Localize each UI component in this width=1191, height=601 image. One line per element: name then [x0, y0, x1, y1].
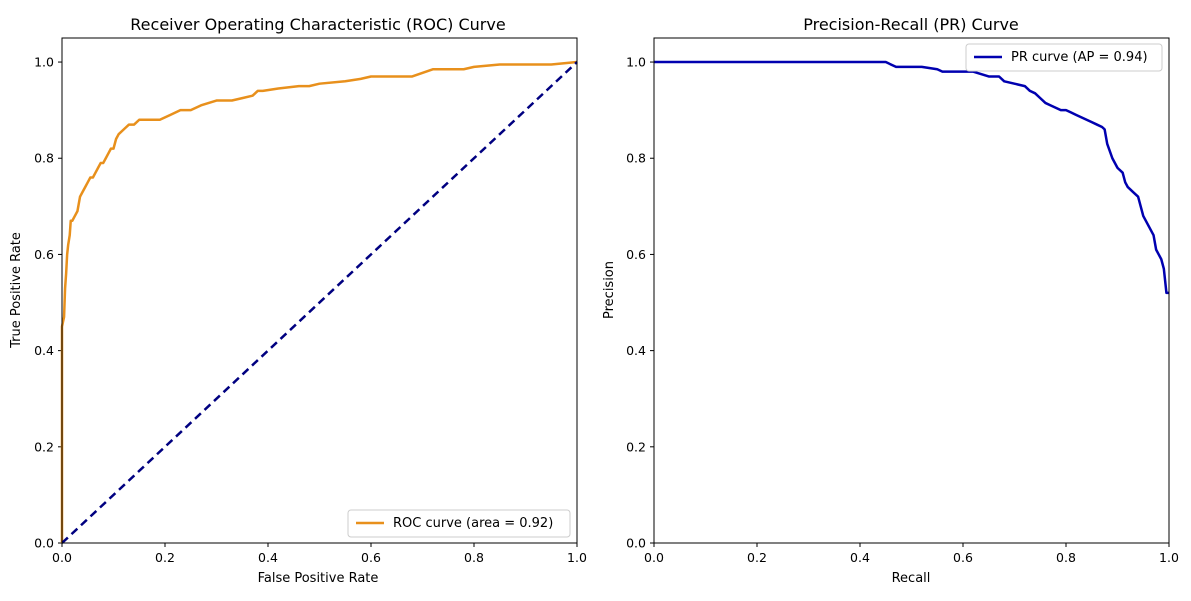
pr-y-tick-label: 0.2 — [626, 439, 646, 454]
roc-ticks: 0.0 0.2 0.4 0.6 0.8 1.0 0.0 0.2 0.4 0.6 0.8 1.0 — [34, 55, 587, 565]
pr-chart-title: Precision-Recall (PR) Curve — [803, 15, 1019, 34]
pr-legend: PR curve (AP = 0.94) — [965, 43, 1163, 72]
roc-plot-frame — [61, 37, 578, 544]
pr-legend-label: PR curve (AP = 0.94) — [1011, 50, 1148, 65]
roc-series-0-line — [60, 60, 578, 543]
roc-y-tick-label: 0.4 — [34, 343, 54, 358]
pr-y-axis-label: Precision — [602, 261, 617, 319]
roc-y-tick-label: 0.6 — [34, 247, 54, 262]
roc-legend-label: ROC curve (area = 0.92) — [393, 516, 553, 531]
roc-x-tick-label: 1.0 — [567, 550, 587, 565]
roc-y-tick-label: 0.8 — [34, 151, 54, 166]
roc-x-tick-label: 0.8 — [464, 550, 484, 565]
roc-x-tick-label: 0.2 — [155, 550, 175, 565]
roc-legend: ROC curve (area = 0.92) — [347, 509, 571, 538]
pr-x-tick-label: 1.0 — [1159, 550, 1179, 565]
pr-y-tick-label: 0.6 — [626, 247, 646, 262]
roc-lines — [60, 60, 578, 544]
pr-y-tick-label: 0.4 — [626, 343, 646, 358]
roc-series-1-line — [61, 61, 578, 544]
pr-lines — [654, 60, 1169, 295]
roc-chart: Receiver Operating Characteristic (ROC) … — [9, 15, 587, 586]
pr-x-tick-label: 0.6 — [953, 550, 973, 565]
pr-chart: Precision-Recall (PR) Curve Recall Preci… — [602, 15, 1179, 586]
pr-x-axis-label: Recall — [892, 571, 931, 586]
roc-y-tick-label: 1.0 — [34, 55, 54, 70]
roc-y-axis-label: True Positive Rate — [9, 232, 24, 349]
pr-ticks: 0.0 0.2 0.4 0.6 0.8 1.0 0.0 0.2 0.4 0.6 0.8 1.0 — [626, 55, 1179, 565]
pr-x-tick-label: 0.0 — [644, 550, 664, 565]
pr-y-tick-label: 1.0 — [626, 55, 646, 70]
roc-x-tick-label: 0.6 — [361, 550, 381, 565]
roc-x-tick-label: 0.0 — [52, 550, 72, 565]
roc-x-tick-label: 0.4 — [258, 550, 278, 565]
pr-x-tick-label: 0.4 — [850, 550, 870, 565]
roc-y-tick-label: 0.0 — [34, 536, 54, 551]
pr-x-tick-label: 0.8 — [1056, 550, 1076, 565]
roc-x-axis-label: False Positive Rate — [258, 571, 379, 586]
roc-chart-title: Receiver Operating Characteristic (ROC) … — [130, 15, 505, 34]
pr-series-0-line — [654, 60, 1169, 295]
pr-legend-box — [965, 43, 1163, 72]
pr-x-tick-label: 0.2 — [747, 550, 767, 565]
roc-legend-box — [347, 509, 571, 538]
pr-y-tick-label: 0.8 — [626, 151, 646, 166]
pr-y-tick-label: 0.0 — [626, 536, 646, 551]
pr-plot-frame — [653, 37, 1170, 544]
roc-y-tick-label: 0.2 — [34, 439, 54, 454]
